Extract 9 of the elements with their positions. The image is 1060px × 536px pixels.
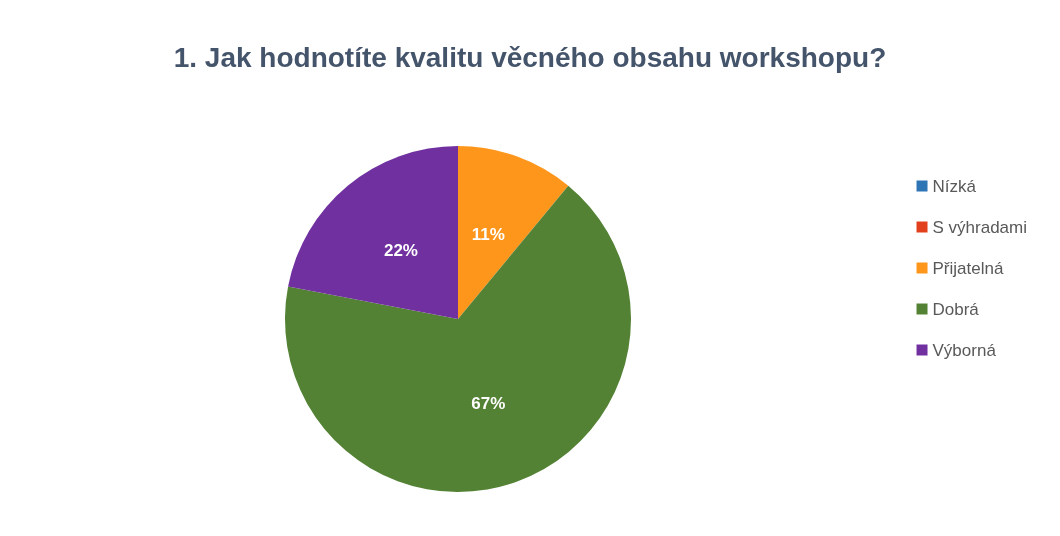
data-label: 11% bbox=[471, 225, 505, 245]
legend-label: S výhradami bbox=[932, 217, 1027, 237]
legend-label: Výborná bbox=[932, 340, 997, 360]
legend-label: Dobrá bbox=[932, 299, 980, 319]
legend-label: Přijatelná bbox=[932, 258, 1004, 278]
legend-label: Nízká bbox=[932, 176, 977, 196]
data-label: 67% bbox=[471, 393, 506, 413]
chart-title: 1. Jak hodnotíte kvalitu věcného obsahu workshopu? bbox=[173, 41, 887, 73]
data-label: 22% bbox=[383, 240, 418, 260]
